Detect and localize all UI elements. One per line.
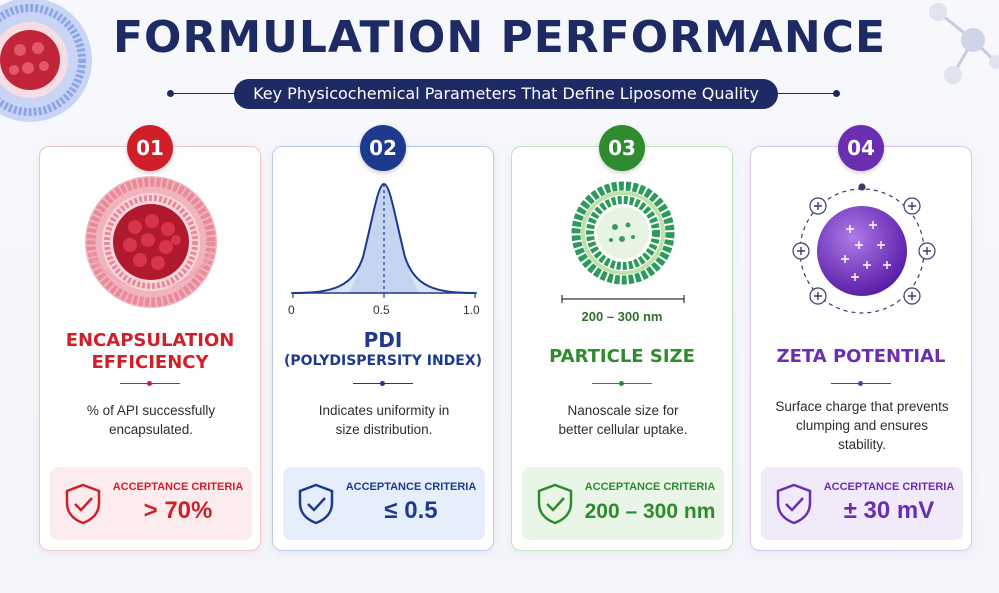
- description-line: % of API successfully: [86, 403, 216, 418]
- subtitle-rule-right: [778, 93, 836, 94]
- description-line: clumping and ensures: [795, 418, 929, 433]
- description-line: better cellular uptake.: [558, 422, 688, 437]
- axis-tick-label: 0.5: [373, 303, 390, 317]
- card-title-line2: (POLYDISPERSITY INDEX): [283, 353, 483, 369]
- criteria-label: ACCEPTANCE CRITERIA: [112, 481, 244, 493]
- card-zeta-potential: 04 ZETA POTENTIAL Surface c: [750, 125, 972, 551]
- molecule-decoration-icon: [929, 3, 999, 84]
- charged-sphere-icon: [792, 183, 936, 314]
- title-divider-dot: [858, 381, 863, 386]
- card-title-line2: EFFICIENCY: [91, 352, 209, 373]
- title-divider-dot: [619, 381, 624, 386]
- criteria-value: 200 – 300 nm: [584, 500, 716, 523]
- acceptance-criteria-box: ACCEPTANCE CRITERIA 200 – 300 nm: [522, 467, 724, 540]
- title-divider-dot: [147, 381, 152, 386]
- card-number-badge: 03: [599, 125, 645, 171]
- liposome-cross-section-icon: [85, 176, 217, 308]
- subtitle-rule-dot-left: [167, 90, 174, 97]
- size-range-label: 200 – 300 nm: [581, 309, 663, 324]
- page-subtitle: Key Physicochemical Parameters That Defi…: [234, 79, 778, 109]
- card-description: Nanoscale size for better cellular uptak…: [530, 401, 716, 439]
- card-particle-size: 03 200 – 300 nm PARTICLE SIZE Nanoscale …: [511, 125, 733, 551]
- card-number-badge: 04: [838, 125, 884, 171]
- page-title: FORMULATION PERFORMANCE: [113, 12, 886, 63]
- criteria-label: ACCEPTANCE CRITERIA: [345, 481, 477, 493]
- title-divider-dot: [380, 381, 385, 386]
- axis-tick-label: 0: [288, 303, 295, 317]
- bell-curve-icon: [291, 182, 477, 298]
- card-description: % of API successfully encapsulated.: [58, 401, 244, 439]
- liposome-ring-icon: [561, 181, 685, 303]
- acceptance-criteria-box: ACCEPTANCE CRITERIA > 70%: [50, 467, 252, 540]
- liposome-decoration-icon: [0, 0, 92, 122]
- acceptance-criteria-box: ACCEPTANCE CRITERIA ≤ 0.5: [283, 467, 485, 540]
- card-encapsulation-efficiency: 01 ENCAPSULATION EFFICIENCY % of API suc…: [39, 125, 261, 551]
- criteria-label: ACCEPTANCE CRITERIA: [584, 481, 716, 493]
- card-title-line1: PARTICLE SIZE: [549, 346, 695, 367]
- axis-tick-label: 1.0: [463, 303, 480, 317]
- card-number-badge: 01: [127, 125, 173, 171]
- description-line: Indicates uniformity in: [318, 403, 450, 418]
- card-pdi: 02 0 0.5 1.0 PDI (POLYDISPERSITY INDEX) …: [272, 125, 494, 551]
- criteria-value: ≤ 0.5: [384, 497, 438, 524]
- criteria-value: > 70%: [143, 497, 213, 524]
- criteria-label: ACCEPTANCE CRITERIA: [823, 481, 955, 493]
- shield-check-icon: [776, 483, 812, 525]
- criteria-value: ± 30 mV: [843, 497, 935, 524]
- description-line: stability.: [838, 437, 886, 452]
- description-line: Nanoscale size for: [567, 403, 679, 418]
- shield-check-icon: [65, 483, 101, 525]
- shield-check-icon: [298, 483, 334, 525]
- description-line: Surface charge that prevents: [775, 399, 949, 414]
- card-description: Indicates uniformity in size distributio…: [291, 401, 477, 439]
- card-number-badge: 02: [360, 125, 406, 171]
- card-title-line1: PDI: [363, 328, 403, 352]
- card-title-line1: ENCAPSULATION: [65, 330, 235, 351]
- description-line: encapsulated.: [108, 422, 194, 437]
- subtitle-rule-dot-right: [833, 90, 840, 97]
- subtitle-rule-left: [172, 93, 234, 94]
- acceptance-criteria-box: ACCEPTANCE CRITERIA ± 30 mV: [761, 467, 963, 540]
- card-title-line1: ZETA POTENTIAL: [776, 346, 946, 367]
- description-line: size distribution.: [335, 422, 433, 437]
- card-description: Surface charge that prevents clumping an…: [769, 397, 955, 454]
- shield-check-icon: [537, 483, 573, 525]
